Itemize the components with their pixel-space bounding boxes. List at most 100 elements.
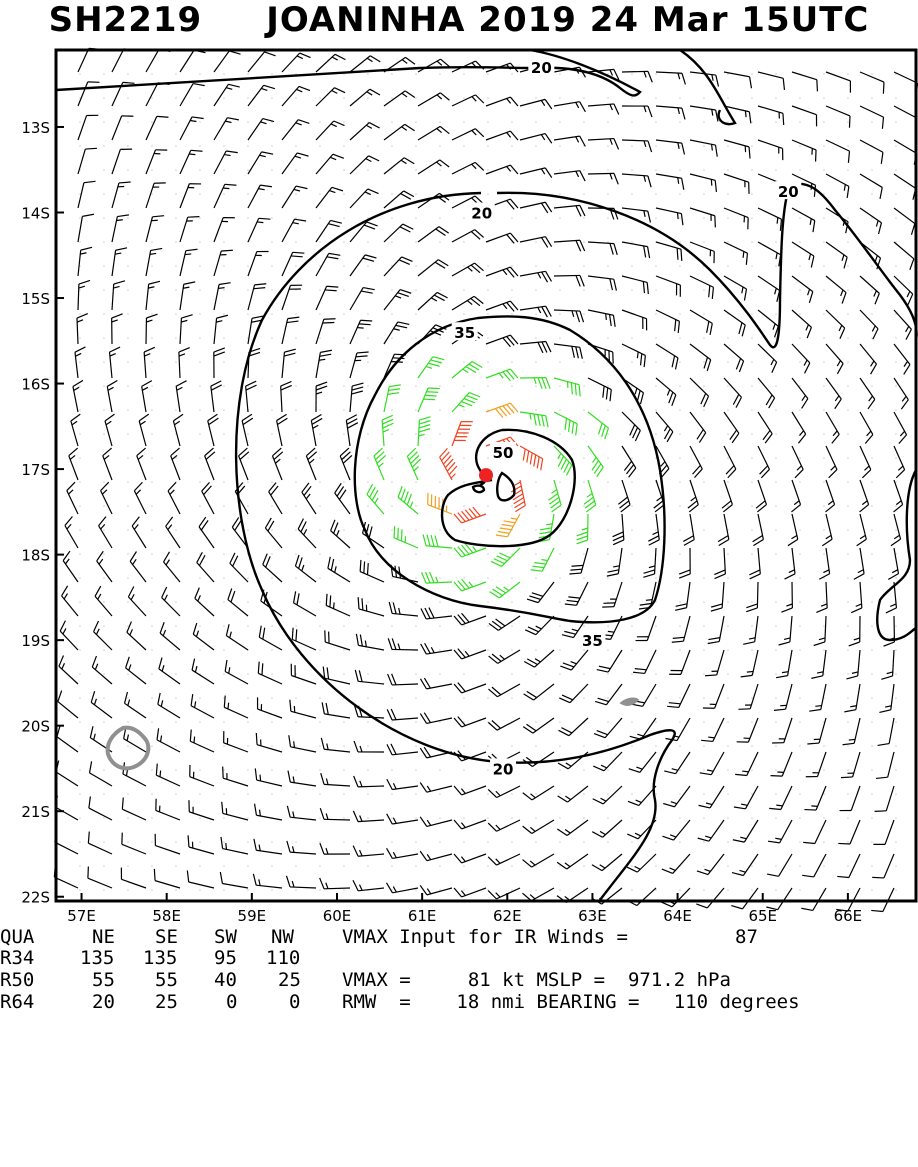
- grid-dot: [391, 169, 393, 171]
- grid-dot: [223, 721, 225, 723]
- grid-dot: [319, 697, 321, 699]
- grid-dot: [463, 121, 465, 123]
- grid-dot: [343, 193, 345, 195]
- grid-dot: [847, 745, 849, 747]
- grid-dot: [847, 649, 849, 651]
- grid-dot: [343, 289, 345, 291]
- grid-dot: [391, 769, 393, 771]
- grid-dot: [511, 673, 513, 675]
- grid-dot: [103, 121, 105, 123]
- grid-dot: [463, 577, 465, 579]
- grid-dot: [703, 577, 705, 579]
- grid-dot: [799, 697, 801, 699]
- grid-dot: [727, 385, 729, 387]
- grid-dot: [679, 433, 681, 435]
- grid-dot: [487, 793, 489, 795]
- grid-dot: [847, 577, 849, 579]
- grid-dot: [559, 169, 561, 171]
- grid-dot: [727, 721, 729, 723]
- grid-dot: [463, 97, 465, 99]
- grid-dot: [439, 289, 441, 291]
- grid-dot: [103, 865, 105, 867]
- grid-dot: [655, 745, 657, 747]
- grid-dot: [487, 313, 489, 315]
- grid-dot: [367, 865, 369, 867]
- grid-dot: [439, 769, 441, 771]
- grid-dot: [175, 793, 177, 795]
- grid-dot: [607, 145, 609, 147]
- grid-dot: [487, 505, 489, 507]
- grid-dot: [607, 529, 609, 531]
- grid-dot: [823, 457, 825, 459]
- grid-dot: [871, 97, 873, 99]
- grid-dot: [655, 121, 657, 123]
- grid-dot: [343, 793, 345, 795]
- grid-dot: [415, 577, 417, 579]
- grid-dot: [391, 457, 393, 459]
- grid-dot: [799, 265, 801, 267]
- grid-dot: [559, 217, 561, 219]
- grid-dot: [751, 313, 753, 315]
- grid-dot: [703, 529, 705, 531]
- grid-dot: [271, 553, 273, 555]
- grid-dot: [655, 313, 657, 315]
- grid-dot: [871, 745, 873, 747]
- grid-dot: [487, 865, 489, 867]
- grid-dot: [199, 97, 201, 99]
- grid-dot: [823, 601, 825, 603]
- grid-dot: [727, 673, 729, 675]
- grid-dot: [847, 265, 849, 267]
- grid-dot: [703, 745, 705, 747]
- grid-dot: [703, 673, 705, 675]
- grid-dot: [367, 361, 369, 363]
- grid-dot: [535, 97, 537, 99]
- grid-dot: [751, 481, 753, 483]
- grid-dot: [679, 841, 681, 843]
- grid-dot: [823, 481, 825, 483]
- stats-header-row: QUA NE SE SW NW VMAX Input for IR Winds …: [0, 926, 46, 948]
- grid-dot: [703, 193, 705, 195]
- grid-dot: [103, 361, 105, 363]
- x-tick-label: 61E: [408, 907, 437, 925]
- x-tick-label: 58E: [152, 907, 181, 925]
- grid-dot: [127, 721, 129, 723]
- grid-dot: [895, 97, 897, 99]
- grid-dot: [631, 577, 633, 579]
- grid-dot: [223, 505, 225, 507]
- grid-dot: [823, 121, 825, 123]
- grid-dot: [655, 169, 657, 171]
- grid-dot: [415, 529, 417, 531]
- grid-dot: [847, 73, 849, 75]
- grid-dot: [247, 841, 249, 843]
- grid-dot: [607, 97, 609, 99]
- grid-dot: [151, 721, 153, 723]
- grid-dot: [847, 769, 849, 771]
- grid-dot: [535, 337, 537, 339]
- grid-dot: [847, 409, 849, 411]
- grid-dot: [775, 577, 777, 579]
- grid-dot: [559, 889, 561, 891]
- grid-dot: [223, 889, 225, 891]
- grid-dot: [103, 697, 105, 699]
- grid-dot: [679, 625, 681, 627]
- grid-dot: [799, 481, 801, 483]
- grid-dot: [151, 625, 153, 627]
- grid-dot: [559, 721, 561, 723]
- grid-dot: [679, 217, 681, 219]
- grid-dot: [151, 289, 153, 291]
- x-tick-label: 66E: [834, 907, 863, 925]
- grid-dot: [199, 769, 201, 771]
- grid-dot: [415, 433, 417, 435]
- r64-sw: 0: [226, 991, 237, 1013]
- grid-dot: [775, 697, 777, 699]
- contour-label: 20: [493, 760, 514, 778]
- grid-dot: [895, 865, 897, 867]
- grid-dot: [391, 241, 393, 243]
- grid-dot: [247, 817, 249, 819]
- grid-dot: [799, 121, 801, 123]
- grid-dot: [79, 889, 81, 891]
- grid-dot: [295, 265, 297, 267]
- grid-dot: [79, 217, 81, 219]
- grid-dot: [487, 745, 489, 747]
- grid-dot: [535, 769, 537, 771]
